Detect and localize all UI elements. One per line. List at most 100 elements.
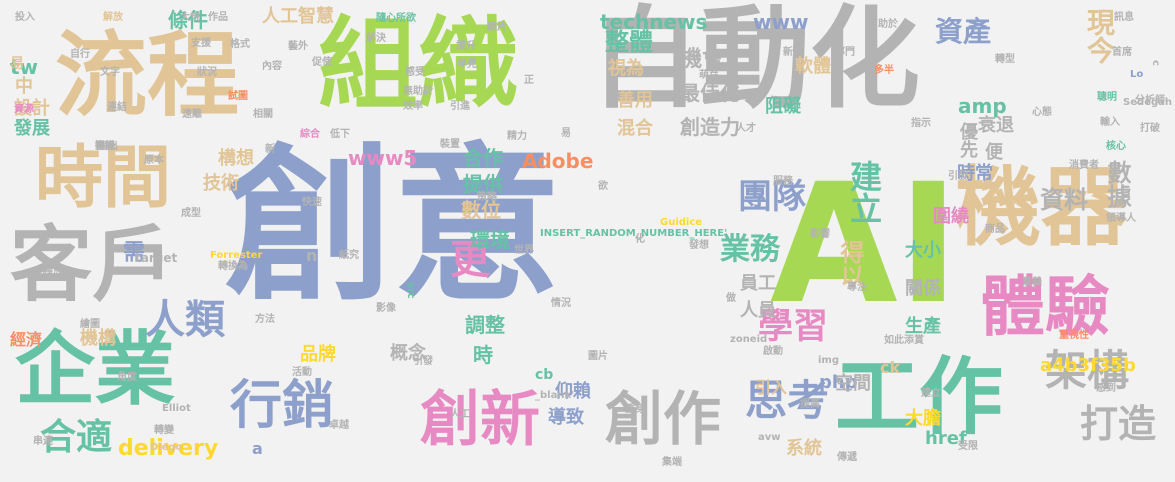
cloud-word: 企業 [15,323,175,416]
cloud-word: 聰明 [1097,92,1117,103]
cloud-word: 核心 [1106,141,1126,152]
cloud-word: 數據 [1103,160,1131,208]
cloud-word: 更 [450,237,490,283]
cloud-word: 投入 [15,12,35,23]
cloud-word: 世界 [514,245,534,256]
cloud-word: 萌芽 [699,70,719,81]
cloud-word: src [405,282,416,299]
cloud-word: 首席 [1112,47,1132,58]
cloud-word: 成型 [181,208,201,219]
cloud-word: 未 [95,141,105,152]
cloud-word: 軟體 [795,56,831,77]
cloud-word: 連結 [107,102,127,113]
cloud-word: 大規 [180,12,200,23]
cloud-word: 做 [726,293,736,304]
cloud-word: 衰退 [978,115,1014,136]
cloud-word: 時常 [957,163,993,184]
cloud-word: 創作 [605,385,722,453]
cloud-word: 作品 [208,12,228,23]
cloud-word: 自行 [70,49,90,60]
cloud-word: c [1150,60,1161,66]
cloud-word: delivery [118,436,219,461]
cloud-word: Adobe [522,149,594,173]
cloud-word: 轉變 [154,425,174,436]
cloud-word: 新 [265,144,275,155]
cloud-word: 解放 [103,12,123,23]
cloud-word: 活動 [292,367,312,378]
cloud-word: 如此添賞 [884,335,924,346]
cloud-word: 原本 [144,155,164,166]
cloud-word: AI [770,148,960,340]
cloud-word: www5 [348,146,418,170]
cloud-word: 影響 [810,229,830,240]
cloud-word: 重身 [625,404,645,415]
cloud-word: php [819,372,858,393]
cloud-word: amp [958,94,1007,118]
cloud-word: 設計 [14,98,50,119]
cloud-word: 智能 [95,141,115,152]
cloud-word: 人工 [450,409,470,420]
cloud-word: 低下 [330,129,350,140]
cloud-word: 串連 [33,436,53,447]
cloud-word: 仰賴 [555,381,591,402]
cloud-word: 自動化 [590,0,920,123]
cloud-word: 最佳化 [680,81,740,105]
cloud-word: 早見 [457,59,477,70]
cloud-word: 構想 [218,148,254,169]
cloud-word: 發想 [689,240,709,251]
cloud-word: 合適 [40,417,113,458]
cloud-word: 架構 [1045,346,1130,395]
cloud-word: INSERT_RANDOM_NUMBER_HERE' [540,228,728,239]
cloud-word: 訊息 [1114,12,1134,23]
cloud-word: 得以 [836,240,864,288]
cloud-word: Sedegah [1123,97,1172,108]
cloud-word: Forrester [210,250,263,261]
cloud-word: 支援 [191,38,211,49]
cloud-word: _blank' [535,390,575,401]
cloud-word: 傳遞 [837,452,857,463]
cloud-word: 藝外 [288,41,308,52]
cloud-word: 資產 [935,15,992,48]
cloud-word: 技術 [203,173,239,194]
cloud-word: cb [535,367,554,383]
cloud-word: 學習 [758,307,829,347]
cloud-word: 團隊 [738,177,806,217]
cloud-word: ck [880,358,901,377]
cloud-word: 生產 [905,316,941,337]
cloud-word: 網片 [487,22,507,33]
cloud-word: 圍繞 [933,206,969,227]
cloud-word: 繪圖 [80,319,100,330]
cloud-word: 部門 [835,47,855,58]
cloud-word: 指示 [911,118,931,129]
cloud-word: 格式 [230,39,250,50]
cloud-word: 促使 [312,57,332,68]
cloud-word: 引入 [755,378,788,397]
cloud-word: 受限 [958,441,978,452]
cloud-word: Diego [150,442,183,453]
cloud-word: 整體 [605,28,653,56]
cloud-word: 建立 [921,388,941,399]
cloud-word: 機會 [680,47,725,72]
cloud-word: www [753,10,809,34]
cloud-word: 引進 [450,101,470,112]
cloud-word: a4b3f35b [1040,355,1136,376]
cloud-word: 快速 [302,197,322,208]
cloud-word: 感到 [1096,383,1116,394]
cloud-word: 引發 [948,171,968,182]
cloud-word: 內容 [262,61,282,72]
cloud-word: 視為 [608,58,644,79]
cloud-word: 資料 [1040,186,1088,214]
cloud-word: 組織 [318,6,518,123]
cloud-word: tw [10,55,39,79]
cloud-word: n [306,246,318,265]
cloud-word: 創新 [420,385,540,455]
cloud-word: Guidice [660,217,703,228]
cloud-word: 系統 [786,438,822,459]
cloud-word: 易 [561,128,571,139]
cloud-word: 思考 [745,376,830,425]
cloud-word: 善用 [617,90,653,111]
cloud-word: 需 [119,240,144,262]
cloud-word: 中 [15,76,33,97]
cloud-word: 發展 [14,118,50,139]
